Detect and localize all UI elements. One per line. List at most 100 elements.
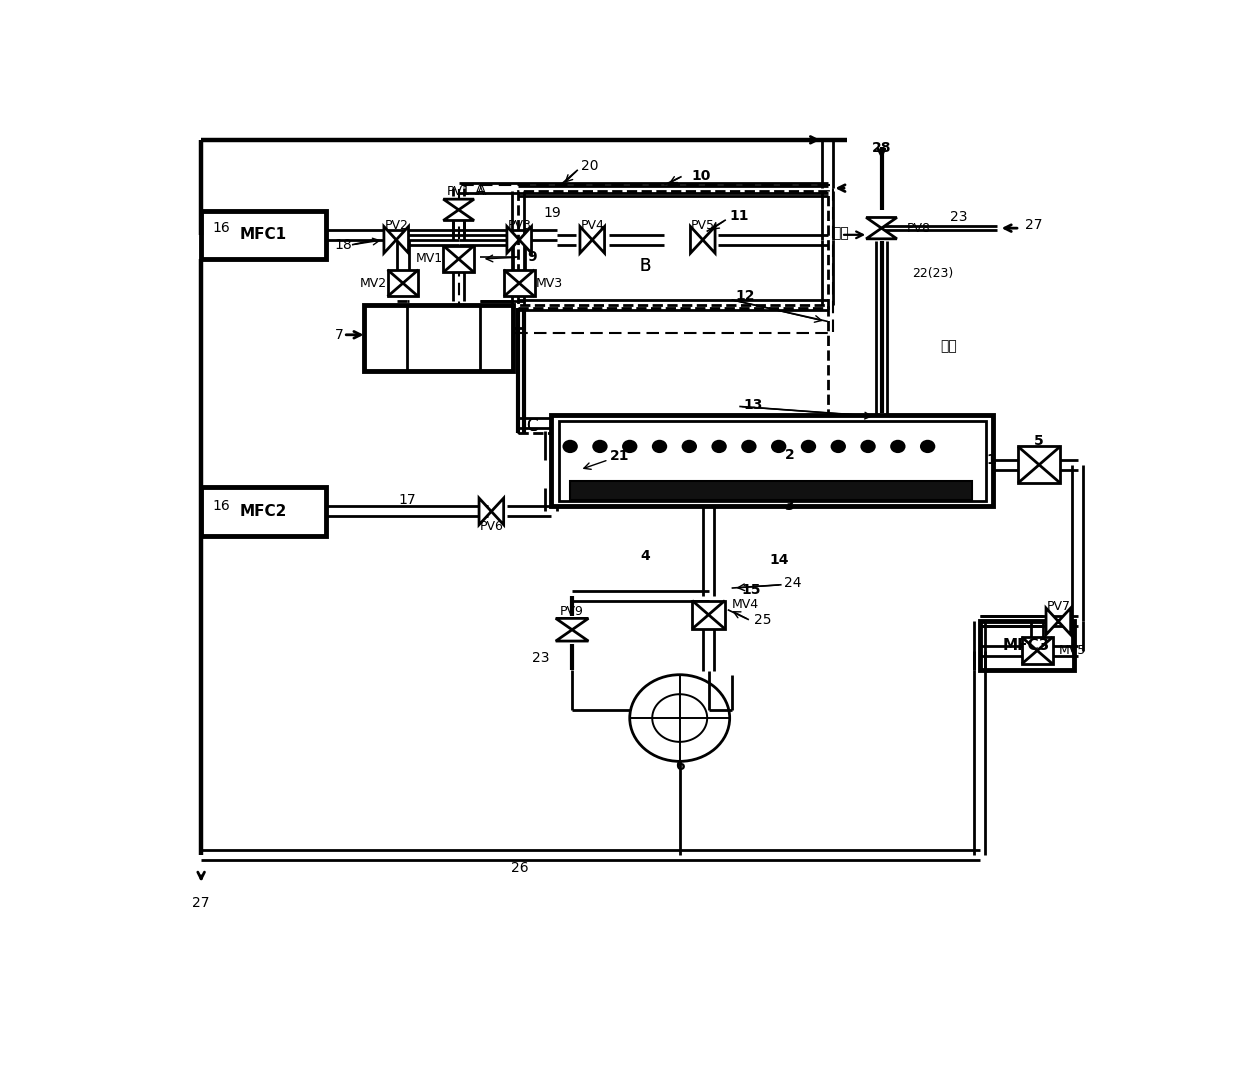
Circle shape — [861, 439, 875, 453]
Polygon shape — [520, 226, 532, 253]
Polygon shape — [866, 228, 897, 239]
Bar — [365, 305, 513, 371]
Polygon shape — [556, 619, 589, 630]
Text: 17: 17 — [398, 492, 415, 506]
Text: MV1: MV1 — [417, 252, 444, 265]
Text: PV4: PV4 — [580, 220, 604, 233]
Text: A: A — [477, 185, 486, 198]
Polygon shape — [703, 226, 715, 253]
Polygon shape — [866, 217, 897, 228]
Circle shape — [801, 439, 816, 453]
Text: 19: 19 — [543, 207, 560, 220]
Polygon shape — [479, 498, 491, 525]
Text: 21: 21 — [610, 449, 630, 463]
Polygon shape — [444, 210, 474, 221]
Circle shape — [622, 439, 637, 453]
Text: 15: 15 — [742, 583, 760, 597]
Polygon shape — [691, 226, 703, 253]
Circle shape — [771, 439, 786, 453]
Text: MV2: MV2 — [360, 277, 387, 290]
Polygon shape — [580, 226, 593, 253]
Text: PV5: PV5 — [691, 220, 714, 233]
Text: 3: 3 — [785, 500, 794, 514]
Text: PV1: PV1 — [446, 185, 471, 198]
Text: PV8: PV8 — [906, 222, 930, 235]
Text: 13: 13 — [743, 398, 763, 412]
Polygon shape — [1058, 608, 1070, 635]
Circle shape — [890, 439, 905, 453]
Text: 4: 4 — [640, 550, 650, 564]
Text: MFC1: MFC1 — [241, 227, 288, 242]
Polygon shape — [593, 226, 605, 253]
Circle shape — [593, 439, 608, 453]
Text: C: C — [526, 418, 537, 435]
Text: PV6: PV6 — [480, 520, 503, 533]
Text: 24: 24 — [785, 576, 802, 590]
Text: 上游: 上游 — [833, 226, 849, 240]
Bar — [201, 487, 326, 536]
Bar — [551, 414, 993, 506]
Text: PV2: PV2 — [384, 220, 408, 233]
Text: 11: 11 — [729, 210, 749, 224]
Circle shape — [682, 439, 697, 453]
Bar — [518, 192, 828, 308]
Text: 25: 25 — [754, 612, 771, 626]
Text: MFC2: MFC2 — [239, 504, 288, 519]
Text: 12: 12 — [735, 290, 755, 303]
Text: MV5: MV5 — [1058, 644, 1085, 657]
Text: 6: 6 — [675, 760, 684, 774]
Text: B: B — [640, 258, 651, 276]
Circle shape — [742, 439, 756, 453]
Bar — [570, 481, 972, 500]
Polygon shape — [507, 226, 520, 253]
Bar — [980, 621, 1074, 670]
Text: PV7: PV7 — [1047, 599, 1070, 612]
Text: 27: 27 — [192, 896, 210, 910]
Circle shape — [563, 439, 578, 453]
Text: MV4: MV4 — [732, 598, 759, 611]
Bar — [1022, 637, 1053, 664]
Text: 2: 2 — [785, 448, 794, 462]
Bar — [444, 246, 474, 273]
Text: B: B — [640, 258, 651, 276]
Polygon shape — [397, 226, 408, 253]
Polygon shape — [491, 498, 503, 525]
Text: C: C — [526, 418, 537, 435]
Text: 1: 1 — [986, 452, 996, 466]
Text: 18: 18 — [335, 238, 352, 252]
Text: 22(23): 22(23) — [913, 266, 954, 279]
Text: MV3: MV3 — [536, 277, 563, 290]
Text: 16: 16 — [213, 500, 231, 514]
Text: 10: 10 — [691, 170, 711, 184]
Circle shape — [712, 439, 727, 453]
Polygon shape — [384, 226, 397, 253]
Bar — [503, 269, 534, 296]
Text: 7: 7 — [335, 328, 343, 342]
Text: 23: 23 — [950, 210, 967, 224]
Bar — [518, 305, 828, 433]
Circle shape — [920, 439, 935, 453]
Text: 5: 5 — [1034, 435, 1044, 448]
Text: 28: 28 — [872, 141, 892, 155]
Text: 14: 14 — [770, 553, 790, 567]
Text: PV9: PV9 — [560, 605, 584, 618]
Text: 27: 27 — [1024, 217, 1042, 232]
Bar — [459, 185, 833, 333]
Bar — [201, 211, 326, 259]
Text: 下游: 下游 — [940, 340, 957, 354]
Bar — [388, 269, 418, 296]
Polygon shape — [444, 199, 474, 210]
Text: A: A — [475, 185, 485, 198]
Bar — [558, 421, 986, 501]
Bar — [1018, 447, 1060, 483]
Text: 20: 20 — [580, 159, 598, 173]
Polygon shape — [556, 630, 589, 641]
Text: 16: 16 — [213, 221, 231, 235]
Text: 26: 26 — [511, 861, 529, 875]
Text: 23: 23 — [532, 651, 549, 665]
Bar — [692, 601, 725, 629]
Text: MFC3: MFC3 — [1003, 638, 1050, 654]
Text: PV3: PV3 — [507, 220, 531, 233]
Circle shape — [831, 439, 846, 453]
Text: 9: 9 — [527, 250, 537, 264]
